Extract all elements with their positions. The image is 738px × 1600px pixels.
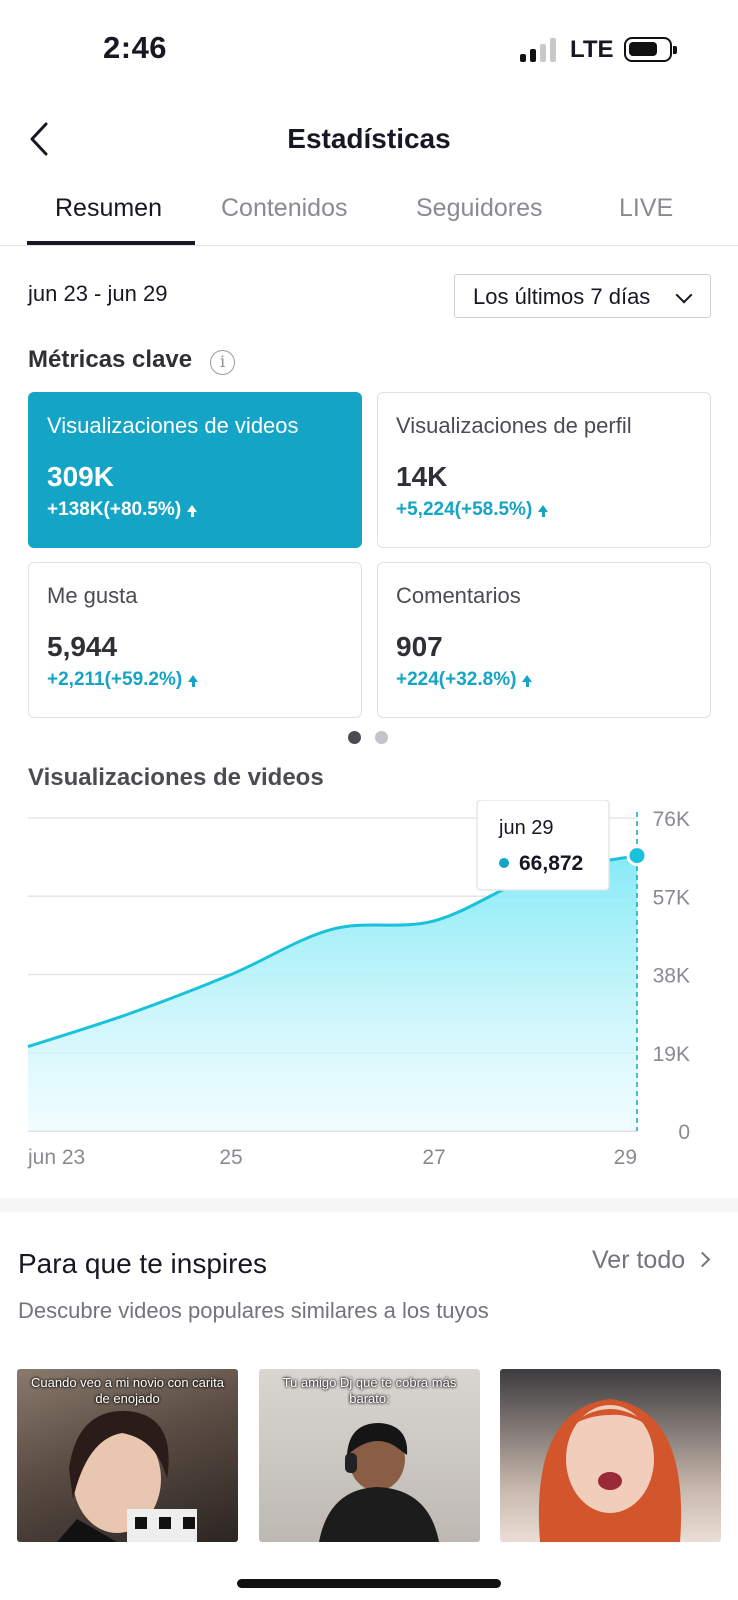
pagination-dot[interactable] [375,731,388,744]
metric-value: 309K [47,461,114,492]
video-views-chart[interactable]: 76K 57K 38K 19K 0 jun 23 25 27 29 jun 29 66,872 [0,800,738,1180]
metric-card-comments[interactable]: Comentarios 907 +224(+32.8%) [377,562,711,718]
arrow-up-icon [522,675,533,688]
metric-change-text: +224(+32.8%) [396,669,517,690]
inspire-subtitle: Descubre videos populares similares a lo… [18,1298,489,1323]
metric-change: +224(+32.8%) [396,669,710,691]
pagination-dot-active[interactable] [348,731,361,744]
metric-label: Comentarios [396,583,521,608]
nav-header: Estadísticas [0,105,738,175]
metric-value: 14K [396,461,448,492]
metric-card-profile-views[interactable]: Visualizaciones de perfil 14K +5,224(+58… [377,392,711,548]
chevron-right-icon [694,1251,711,1268]
y-tick-label: 19K [653,1043,690,1066]
metric-change: +138K(+80.5%) [47,499,361,521]
chart-title: Visualizaciones de videos [28,764,324,791]
video-caption: Cuando veo a mi novio con carita de enoj… [31,1375,224,1406]
see-all-link[interactable]: Ver todo [592,1246,711,1275]
arrow-up-icon [187,505,198,518]
x-tick-label: 25 [219,1146,242,1169]
video-caption: Tu amigo Dj que te cobra más barato: [282,1375,457,1406]
date-range: jun 23 - jun 29 [28,281,168,306]
battery-icon [624,37,677,62]
tab-resumen[interactable]: Resumen [55,194,162,222]
y-tick-label: 0 [678,1121,690,1144]
metric-change: +2,211(+59.2%) [47,669,361,691]
metric-label: Visualizaciones de perfil [396,413,632,438]
metric-card-video-views[interactable]: Visualizaciones de videos 309K +138K(+80… [28,392,362,548]
period-dropdown-label: Los últimos 7 días [473,284,651,309]
inspire-title: Para que te inspires [18,1248,268,1279]
chart-area [28,855,637,1131]
status-bar: 2:46 LTE [0,0,738,100]
metrics-title: Métricas clave [28,346,193,373]
tab-seguidores[interactable]: Seguidores [416,194,543,222]
metric-value: 907 [396,631,443,662]
network-label: LTE [570,36,614,63]
metric-card-likes[interactable]: Me gusta 5,944 +2,211(+59.2%) [28,562,362,718]
chevron-left-icon [30,122,48,156]
chevron-down-icon [675,286,693,304]
x-tick-label: 27 [422,1146,445,1169]
tooltip-value: 66,872 [519,852,583,875]
y-tick-label: 38K [653,965,690,988]
metric-label: Me gusta [47,583,138,608]
section-divider [0,1198,738,1212]
metric-change-text: +5,224(+58.5%) [396,499,533,520]
video-thumbnail-image [538,1399,682,1542]
tooltip-date: jun 29 [498,817,554,839]
page-title: Estadísticas [287,123,451,154]
tab-live[interactable]: LIVE [619,194,674,222]
video-thumbnail-image [319,1423,439,1542]
chart-tooltip [476,800,610,891]
selected-data-point[interactable] [626,845,648,867]
video-thumbnail-2[interactable]: Tu amigo Dj que te cobra más barato: [259,1369,480,1542]
status-time: 2:46 [103,30,168,65]
arrow-up-icon [538,505,549,518]
metric-change-text: +2,211(+59.2%) [47,669,183,690]
home-indicator[interactable] [237,1579,501,1588]
tooltip-series-dot [499,858,509,868]
active-tab-indicator [27,241,195,245]
metric-change: +5,224(+58.5%) [396,499,710,521]
y-tick-label: 76K [653,808,690,831]
tab-contenidos[interactable]: Contenidos [221,194,348,222]
back-button[interactable] [26,119,62,159]
tab-bar: Resumen Contenidos Seguidores LIVE [0,180,738,246]
video-thumbnail-image [57,1410,197,1542]
video-thumbnail-3[interactable] [500,1369,721,1542]
period-dropdown[interactable]: Los últimos 7 días [454,274,711,318]
y-tick-label: 57K [653,886,690,909]
signal-icon [520,38,558,62]
x-tick-label: jun 23 [27,1146,85,1169]
metric-change-text: +138K(+80.5%) [47,499,182,520]
see-all-label: Ver todo [592,1246,686,1274]
info-icon[interactable]: i [210,350,235,375]
metric-label: Visualizaciones de videos [47,413,299,438]
video-thumbnail-1[interactable]: Cuando veo a mi novio con carita de enoj… [17,1369,238,1542]
metric-value: 5,944 [47,631,118,662]
x-tick-label: 29 [614,1146,637,1169]
arrow-up-icon [188,675,199,688]
